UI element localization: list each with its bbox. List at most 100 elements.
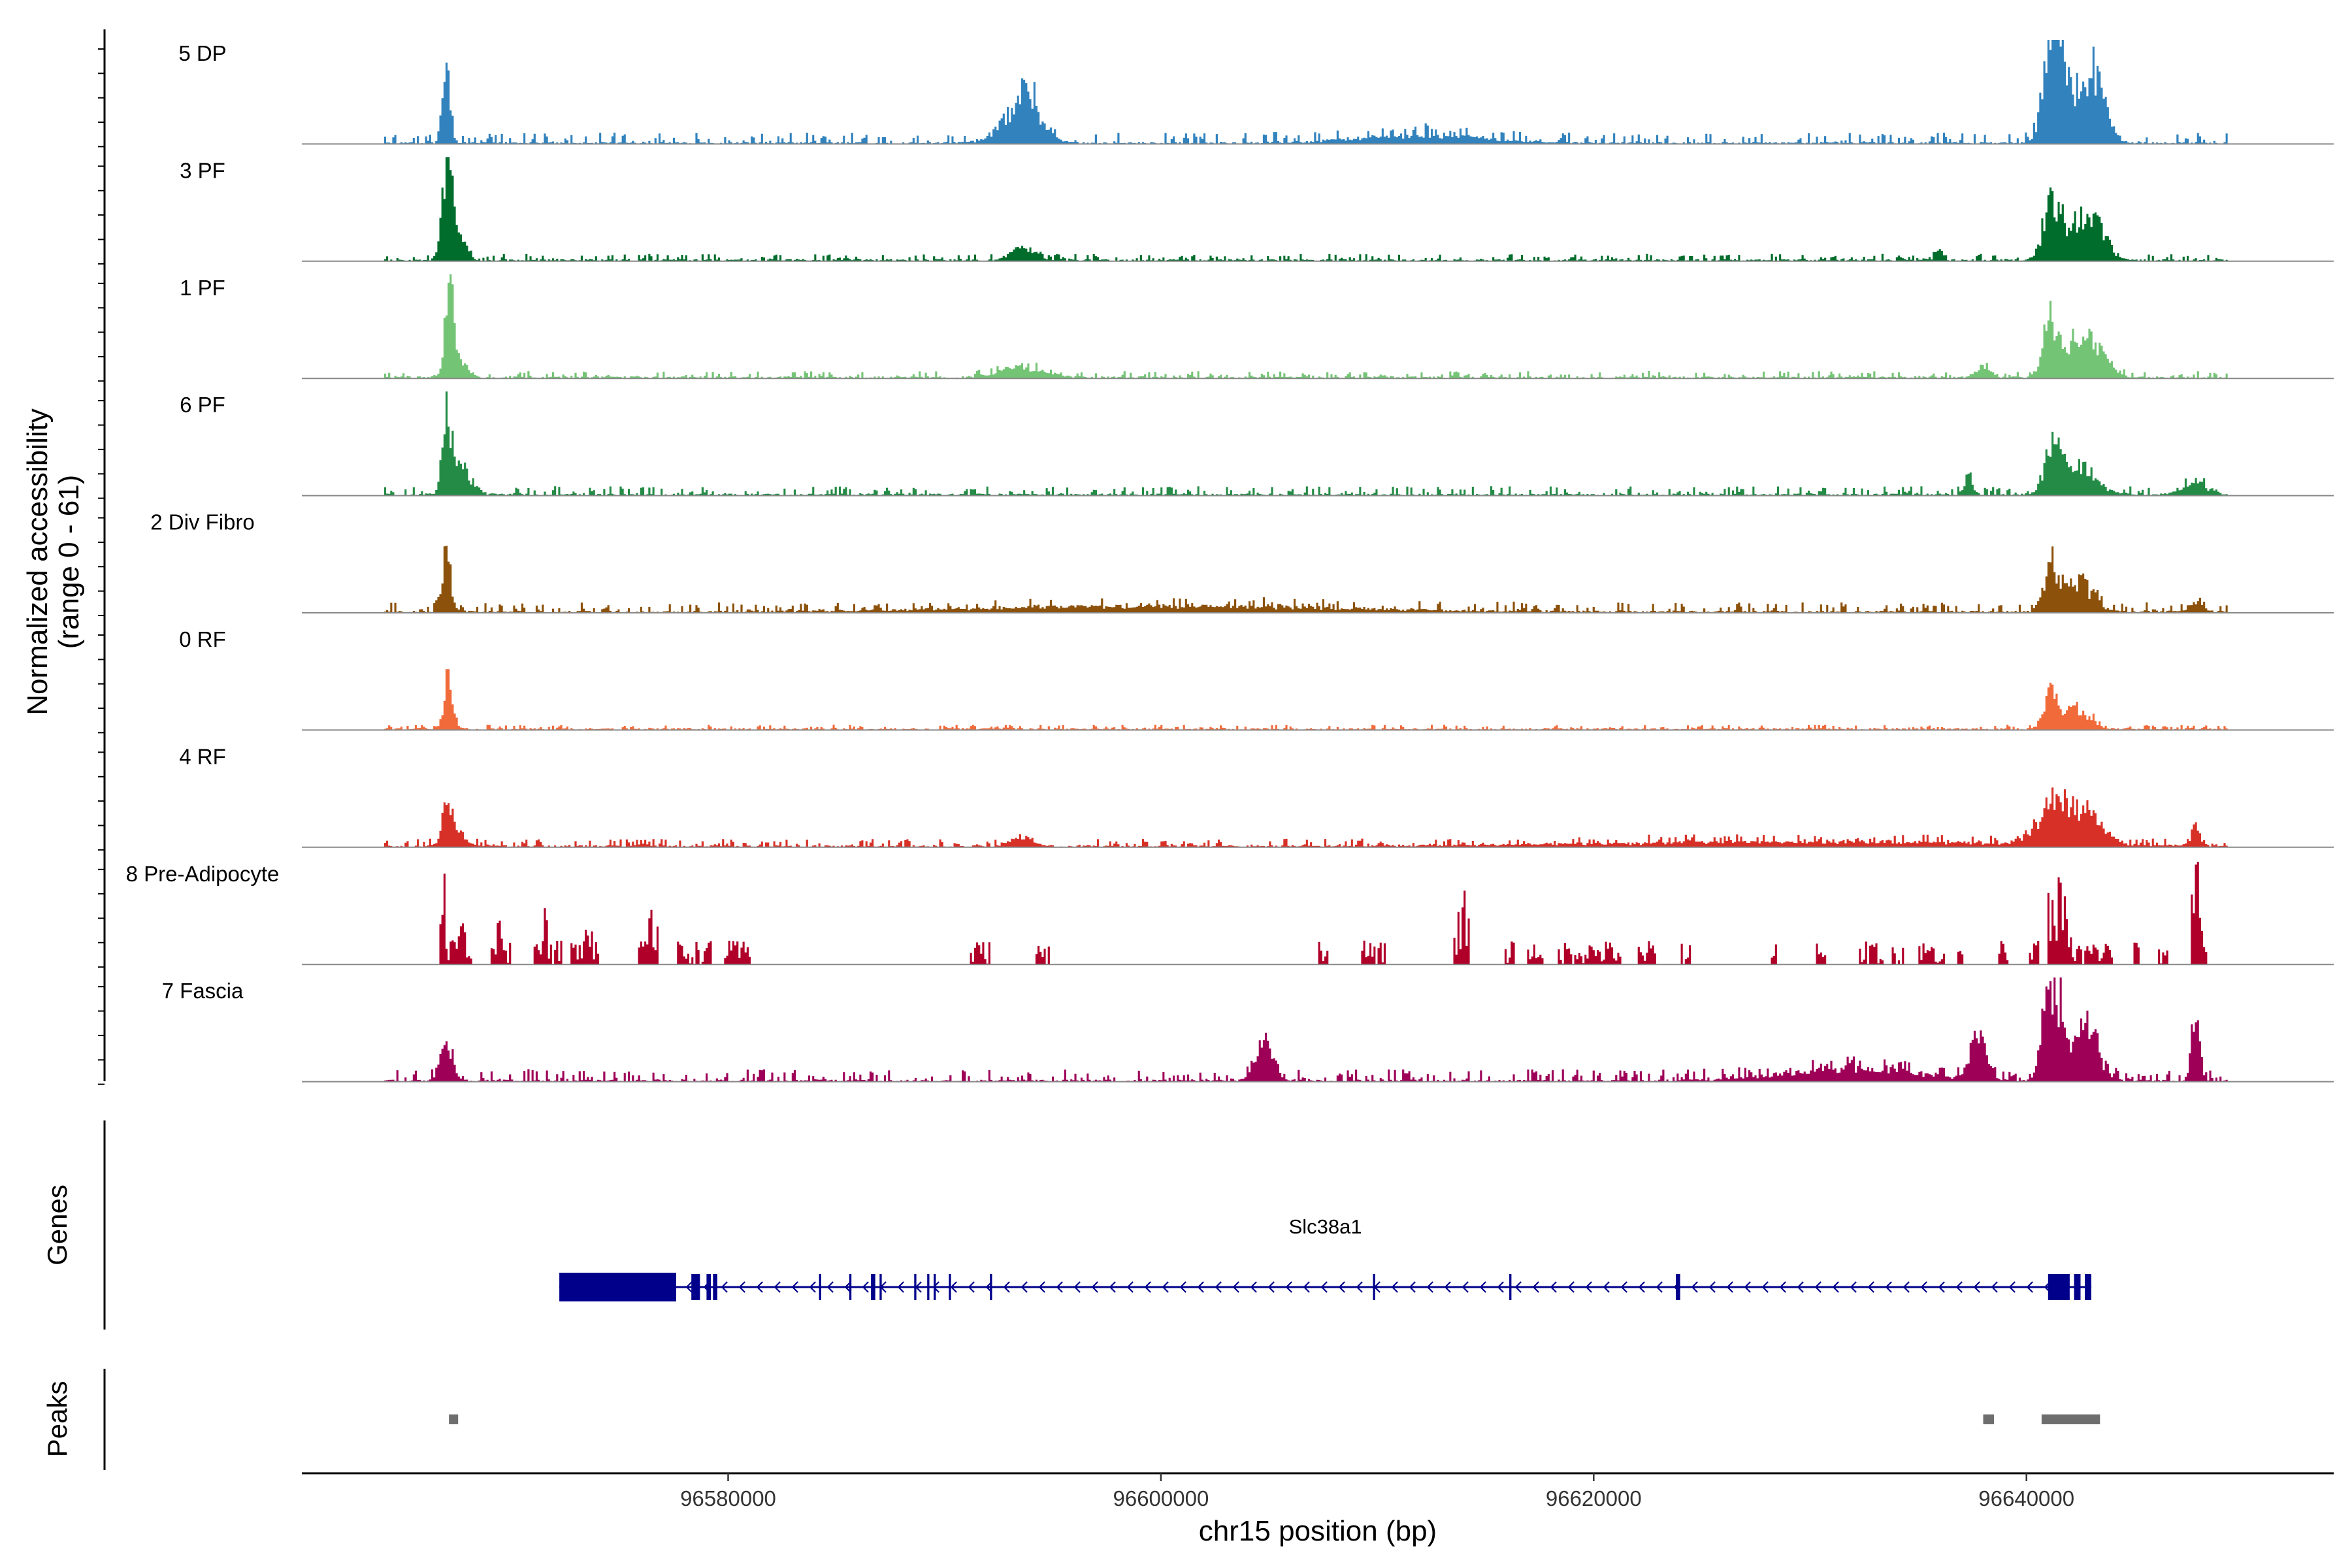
strand-arrow bbox=[1091, 1281, 1098, 1293]
strand-arrow bbox=[1479, 1281, 1486, 1293]
gene-exon bbox=[927, 1274, 930, 1300]
strand-arrow bbox=[791, 1281, 798, 1293]
gene-exon bbox=[2085, 1274, 2091, 1300]
strand-arrow bbox=[1338, 1281, 1345, 1293]
strand-arrow bbox=[1073, 1281, 1081, 1293]
x-axis-ticks: 96580000 96600000 96620000 96640000 bbox=[680, 1473, 2074, 1511]
strand-arrow bbox=[968, 1281, 975, 1293]
track-label: 0 RF bbox=[179, 627, 226, 651]
strand-arrow bbox=[1409, 1281, 1416, 1293]
gene-exon bbox=[949, 1274, 951, 1300]
strand-arrow bbox=[1814, 1281, 1821, 1293]
strand-arrow bbox=[1955, 1281, 1963, 1293]
strand-arrow bbox=[738, 1281, 745, 1293]
strand-arrow bbox=[1267, 1281, 1275, 1293]
track-coverage-area bbox=[384, 546, 2228, 613]
strand-arrow bbox=[1938, 1281, 1945, 1293]
track-3-pf: 3 PF bbox=[180, 157, 2334, 262]
strand-arrow bbox=[1215, 1281, 1222, 1293]
strand-arrow bbox=[1797, 1281, 1804, 1293]
track-7-fascia: 7 Fascia bbox=[162, 977, 2334, 1083]
strand-arrow bbox=[1179, 1281, 1186, 1293]
strand-arrow bbox=[1250, 1281, 1257, 1293]
track-label: 4 RF bbox=[179, 744, 226, 768]
strand-arrow bbox=[1144, 1281, 1151, 1293]
strand-arrow bbox=[1303, 1281, 1310, 1293]
track-coverage-area bbox=[384, 862, 2228, 965]
track-label: 7 Fascia bbox=[162, 979, 244, 1003]
peaks-panel-title: Peaks bbox=[42, 1381, 73, 1458]
strand-arrow bbox=[1038, 1281, 1045, 1293]
strand-arrow bbox=[1744, 1281, 1751, 1293]
track-6-pf: 6 PF bbox=[180, 391, 2334, 497]
gene-exon bbox=[691, 1274, 700, 1300]
strand-arrow bbox=[1603, 1281, 1610, 1293]
y-axis-title-line2: (range 0 - 61) bbox=[53, 475, 85, 649]
strand-arrow bbox=[1550, 1281, 1557, 1293]
strand-arrow bbox=[1003, 1281, 1010, 1293]
track-label: 6 PF bbox=[180, 393, 225, 417]
strand-arrow bbox=[1162, 1281, 1169, 1293]
strand-arrow bbox=[1056, 1281, 1063, 1293]
track-coverage-area bbox=[384, 391, 2228, 496]
strand-arrow bbox=[1761, 1281, 1769, 1293]
x-tick-label: 96600000 bbox=[1113, 1486, 1209, 1511]
track-coverage-area bbox=[384, 157, 2228, 261]
track-0-rf: 0 RF bbox=[179, 627, 2334, 731]
track-label: 8 Pre-Adipocyte bbox=[126, 862, 280, 886]
strand-arrow bbox=[2026, 1281, 2033, 1293]
strand-arrow bbox=[1920, 1281, 1927, 1293]
gene-exon bbox=[849, 1274, 852, 1300]
coverage-tracks: 5 DP 3 PF 1 PF 6 PF 2 Div Fibro 0 RF 4 RF 8 Pre… bbox=[126, 40, 2334, 1083]
y-axis-title-line1: Normalized accessibility bbox=[22, 408, 54, 715]
strand-arrow bbox=[1532, 1281, 1539, 1293]
strand-arrow bbox=[685, 1281, 693, 1293]
genes-panel-title: Genes bbox=[42, 1184, 73, 1266]
gene-exon bbox=[713, 1274, 717, 1300]
track-coverage-area bbox=[384, 977, 2228, 1082]
strand-arrow bbox=[950, 1281, 957, 1293]
strand-arrow bbox=[1444, 1281, 1451, 1293]
strand-arrow bbox=[2008, 1281, 2016, 1293]
gene-exon bbox=[914, 1274, 917, 1300]
peaks-track bbox=[449, 1414, 2100, 1424]
strand-arrow bbox=[1021, 1281, 1028, 1293]
strand-arrow bbox=[1903, 1281, 1910, 1293]
gene-exon bbox=[706, 1274, 711, 1300]
track-label: 3 PF bbox=[180, 158, 225, 182]
track-coverage-area bbox=[384, 40, 2228, 144]
track-8-pre-adipocyte: 8 Pre-Adipocyte bbox=[126, 862, 2334, 966]
strand-arrow bbox=[1832, 1281, 1839, 1293]
track-label: 1 PF bbox=[180, 276, 225, 300]
track-5-dp: 5 DP bbox=[178, 40, 2334, 145]
strand-arrow bbox=[1638, 1281, 1645, 1293]
strand-arrow bbox=[1197, 1281, 1204, 1293]
strand-arrow bbox=[826, 1281, 834, 1293]
strand-arrow bbox=[1320, 1281, 1328, 1293]
peak-region bbox=[2041, 1414, 2100, 1424]
track-label: 5 DP bbox=[178, 41, 226, 65]
strand-arrow bbox=[1462, 1281, 1469, 1293]
gene-exon bbox=[2074, 1274, 2081, 1300]
strand-arrow bbox=[1126, 1281, 1134, 1293]
gene-name: Slc38a1 bbox=[1289, 1215, 1362, 1238]
strand-arrow bbox=[721, 1281, 728, 1293]
strand-arrow bbox=[1885, 1281, 1892, 1293]
gene-track: Slc38a1 bbox=[559, 1215, 2092, 1301]
strand-arrow bbox=[1620, 1281, 1627, 1293]
strand-arrow bbox=[1285, 1281, 1292, 1293]
strand-arrow bbox=[1585, 1281, 1592, 1293]
track-coverage-area bbox=[384, 787, 2228, 847]
strand-arrow bbox=[1232, 1281, 1239, 1293]
peak-region bbox=[449, 1414, 459, 1424]
gene-exon bbox=[1509, 1274, 1512, 1300]
strand-arrow bbox=[1991, 1281, 1998, 1293]
x-tick-label: 96620000 bbox=[1546, 1486, 1642, 1511]
strand-arrow bbox=[1497, 1281, 1504, 1293]
strand-arrow bbox=[897, 1281, 904, 1293]
strand-arrow bbox=[1391, 1281, 1398, 1293]
gene-exon bbox=[1676, 1274, 1680, 1300]
strand-arrow bbox=[1356, 1281, 1363, 1293]
strand-arrow bbox=[1850, 1281, 1857, 1293]
